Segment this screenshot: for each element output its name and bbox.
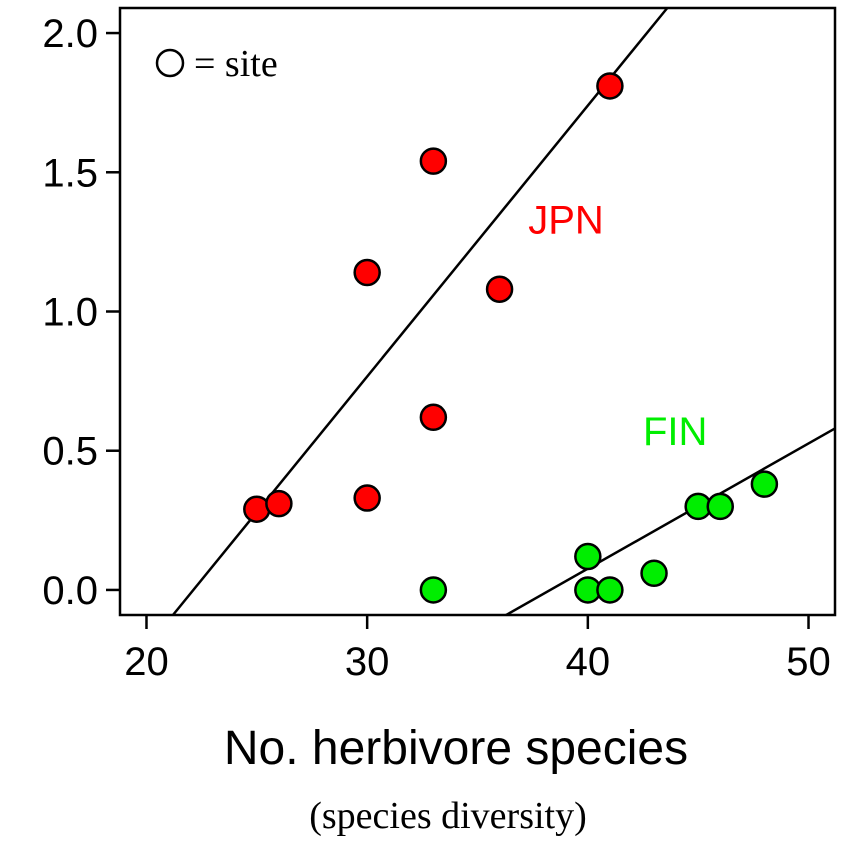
y-tick-label: 0.5 (42, 430, 98, 474)
data-point-jpn (596, 72, 624, 100)
data-point-fin (640, 559, 668, 587)
y-tick-label: 2.0 (42, 12, 98, 56)
x-tick-label: 20 (124, 640, 169, 684)
fit-line-jpn (171, 7, 669, 616)
data-point-jpn (353, 484, 381, 512)
x-axis-label: No. herbivore species (224, 722, 688, 775)
data-point-fin (574, 542, 602, 571)
data-point-fin (750, 470, 779, 498)
data-point-jpn (265, 489, 293, 518)
fit-line-fin (505, 427, 836, 617)
x-tick-label: 40 (566, 640, 611, 684)
legend: = site (155, 43, 278, 85)
x-axis-subtitle: (species diversity) (309, 795, 587, 837)
y-tick-label: 0.0 (42, 569, 98, 613)
y-tick-label: 1.5 (42, 151, 98, 195)
axes: 20 30 40 50 0.0 0.5 1.0 1.5 2.0 (42, 12, 830, 684)
legend-circle-icon (155, 48, 185, 78)
series-label-jpn: JPN (528, 199, 604, 243)
series-label-fin: FIN (643, 410, 707, 454)
data-point-fin (706, 492, 734, 521)
data-point-jpn (419, 147, 448, 175)
legend-text: = site (194, 43, 278, 85)
y-tick-label: 1.0 (42, 291, 98, 335)
x-tick-label: 30 (345, 640, 390, 684)
data-point-jpn (419, 403, 448, 432)
plot-layer: JPN FIN (171, 7, 836, 617)
data-point-fin (419, 576, 448, 604)
data-point-jpn (353, 258, 381, 287)
plot-frame (118, 6, 837, 617)
data-point-jpn (485, 275, 514, 303)
x-tick-label: 50 (786, 640, 831, 684)
data-point-fin (596, 576, 624, 604)
